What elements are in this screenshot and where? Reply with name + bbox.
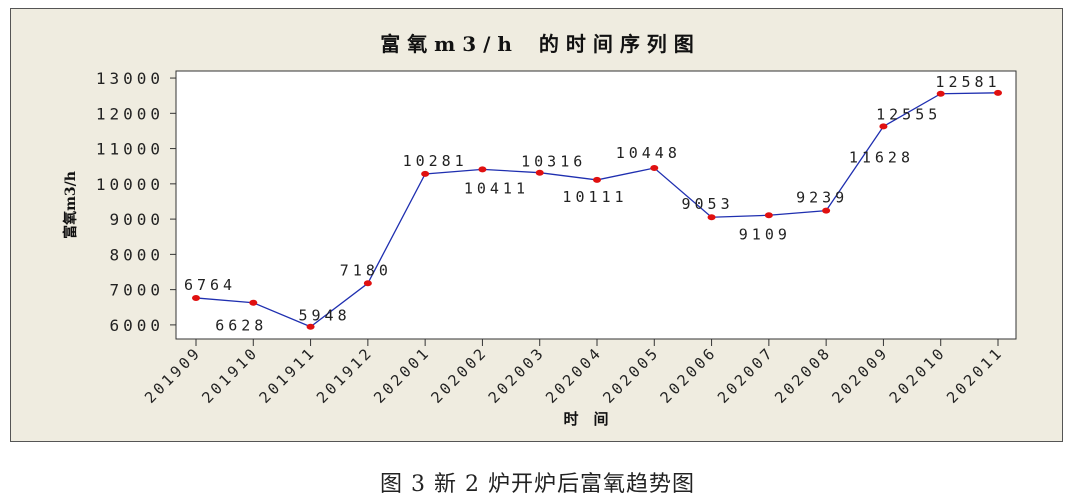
x-tick-label: 201909 [141,343,205,407]
data-point [764,212,773,219]
data-point [363,280,372,287]
data-point [593,176,601,183]
x-tick-label: 201912 [313,343,377,407]
y-tick-label: 12000 [96,104,164,123]
data-label: 10316 [521,153,586,171]
y-tick-label: 11000 [96,140,164,159]
data-point [994,89,1002,96]
data-label: 11628 [849,148,914,166]
data-label: 10448 [616,144,681,162]
data-label: 10281 [403,152,468,170]
data-point [650,165,659,172]
x-tick-label: 202008 [771,343,835,407]
y-tick-label: 6000 [109,316,164,335]
x-tick-label: 202005 [599,343,663,407]
x-axis-label: 时 间 [563,410,608,428]
data-label: 6764 [184,276,236,294]
x-tick-label: 201910 [198,343,262,407]
data-label: 9239 [796,189,848,207]
x-tick-label: 202006 [657,343,721,407]
data-point [421,170,430,177]
y-tick-label: 9000 [109,210,164,229]
x-tick-label: 202007 [714,343,778,407]
data-label: 10411 [464,179,529,197]
data-point [707,214,716,221]
x-tick-label: 202002 [427,343,491,407]
data-point [535,169,544,176]
data-point [306,323,315,330]
y-tick-label: 8000 [109,245,164,264]
chart-frame: 富 氧 m 3 / h 的 时 间 序 列 图 6000 7000 8000 9000 1… [10,8,1063,442]
figure-caption: 图 3 新 2 炉开炉后富氧趋势图 [380,472,695,497]
data-point [822,207,831,214]
x-tick-label: 202004 [542,343,606,407]
x-tick-label: 201911 [256,343,320,407]
x-tick-label: 202003 [485,343,549,407]
data-label: 9109 [739,225,791,243]
data-label: 7180 [340,261,392,279]
y-tick-label: 10000 [96,175,164,194]
x-tick-label: 202001 [370,343,434,407]
chart-title: 富 氧 m 3 / h 的 时 间 序 列 图 [380,32,694,56]
time-series-chart: 富 氧 m 3 / h 的 时 间 序 列 图 6000 7000 8000 9000 1… [62,32,1017,428]
data-label: 5948 [299,307,351,325]
data-label: 12555 [876,106,941,124]
y-tick-label: 7000 [109,281,164,300]
data-point [936,90,945,97]
data-point [478,166,487,173]
data-point [879,123,888,130]
data-label: 12581 [935,73,1000,91]
y-tick-label: 13000 [96,69,164,88]
data-point [192,294,200,301]
x-tick-label: 202011 [943,343,1007,407]
data-label: 6628 [215,317,267,335]
data-label: 9053 [682,195,734,213]
plot-area [175,70,1017,340]
x-tick-label: 202010 [886,343,950,407]
data-point [249,299,258,306]
x-tick-label: 202009 [828,343,892,407]
data-label: 10111 [562,188,627,206]
y-axis-label: 富氧m3/h [62,171,79,239]
